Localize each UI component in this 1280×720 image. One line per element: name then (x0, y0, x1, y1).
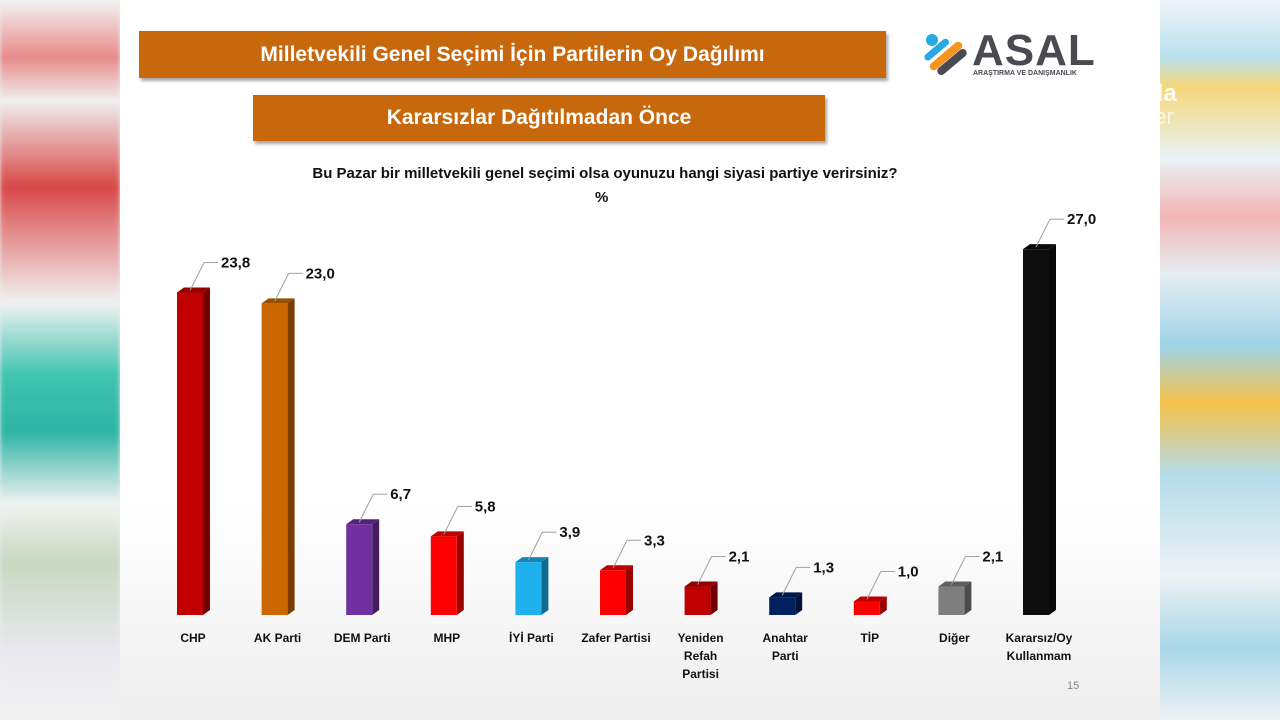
bar-top (853, 596, 887, 602)
bar-chart: 23,8 CHP 23,0 AK Parti 6,7 DEM Parti 5,8 MHP 3,9… (177, 211, 1096, 681)
asal-logo-icon (924, 34, 967, 75)
category-label: TİP (860, 630, 879, 645)
leader-line (950, 556, 966, 585)
bar-side (456, 531, 464, 615)
slide: Milletvekili Genel Seçimi İçin Partileri… (120, 0, 1160, 720)
bar (430, 536, 457, 615)
bar-side (203, 287, 210, 615)
data-label: 6,7 (390, 486, 411, 503)
category-label: MHP (433, 631, 460, 645)
bar-side (879, 596, 887, 615)
bar-side (1049, 244, 1056, 615)
bar (515, 562, 542, 615)
bar-side (541, 557, 549, 615)
leader-line (358, 493, 374, 523)
bar-top (600, 565, 633, 571)
category-label: Yeniden (678, 631, 724, 645)
category-label: AK Parti (254, 631, 301, 645)
leader-line (612, 540, 628, 569)
asal-logo-name: ASAL (972, 26, 1096, 75)
category-label: DEM Parti (334, 631, 391, 645)
category-label: Zafer Partisi (581, 631, 650, 645)
category-label: Refah (684, 649, 717, 663)
bar-top (346, 519, 380, 525)
page-number: 15 (1067, 680, 1080, 692)
category-label: Parti (772, 649, 799, 663)
leader-line (781, 567, 797, 596)
category-label: Diğer (939, 631, 970, 645)
bar-side (287, 298, 295, 615)
bar-top (769, 592, 803, 598)
bar-side (795, 592, 803, 615)
category-label: Kararsız/Oy (1006, 631, 1073, 645)
data-label: 23,8 (221, 255, 250, 272)
category-label: CHP (180, 631, 205, 645)
asal-logo-tagline: ARAŞTIRMA VE DANIŞMANLIK (973, 70, 1077, 77)
chart-unit: % (595, 189, 609, 206)
category-label: Kullanmam (1007, 649, 1072, 663)
data-label: 1,0 (898, 563, 919, 580)
data-label: 5,8 (475, 498, 496, 515)
bar (177, 292, 203, 615)
data-label: 27,0 (1067, 211, 1096, 228)
bar-side (626, 565, 633, 615)
bar-side (710, 581, 718, 615)
background-right-edge (1160, 0, 1280, 720)
bar-side (372, 519, 380, 615)
bar-top (1023, 244, 1056, 250)
bar-top (515, 557, 549, 563)
data-label: 3,3 (644, 532, 665, 549)
bar (938, 586, 965, 615)
bar (853, 601, 880, 615)
bar (769, 597, 796, 615)
leader-line (189, 262, 205, 291)
slide-title-banner: Milletvekili Genel Seçimi İçin Partileri… (139, 31, 886, 78)
bar-top (938, 581, 972, 587)
bar (1023, 249, 1049, 615)
data-label: 3,9 (559, 524, 580, 541)
category-label: Anahtar (763, 631, 809, 645)
data-label: 1,3 (813, 559, 834, 576)
bar-top (684, 581, 718, 587)
bar (261, 303, 288, 615)
data-label: 2,1 (729, 549, 750, 566)
bar (600, 570, 626, 615)
slide-subtitle-banner: Kararsızlar Dağıtılmadan Önce (253, 95, 825, 141)
data-label: 23,0 (306, 265, 335, 282)
leader-line (866, 571, 882, 600)
bar-top (430, 531, 464, 537)
chart-title: Bu Pazar bir milletvekili genel seçimi o… (312, 165, 898, 182)
asal-logo: ASAL ARAŞTIRMA VE DANIŞMANLIK (920, 26, 1110, 84)
bar-top (177, 287, 210, 293)
bar (346, 524, 373, 615)
bar-side (964, 581, 972, 615)
leader-line (274, 273, 290, 302)
category-label: Partisi (682, 667, 719, 681)
bar-top (261, 298, 295, 304)
category-label: İYİ Parti (509, 630, 554, 645)
leader-line (697, 556, 713, 585)
bar (684, 586, 711, 615)
leader-line (1035, 218, 1051, 248)
leader-line (443, 506, 459, 535)
data-label: 2,1 (982, 549, 1003, 566)
leader-line (527, 531, 543, 561)
background-left-edge (0, 0, 120, 720)
